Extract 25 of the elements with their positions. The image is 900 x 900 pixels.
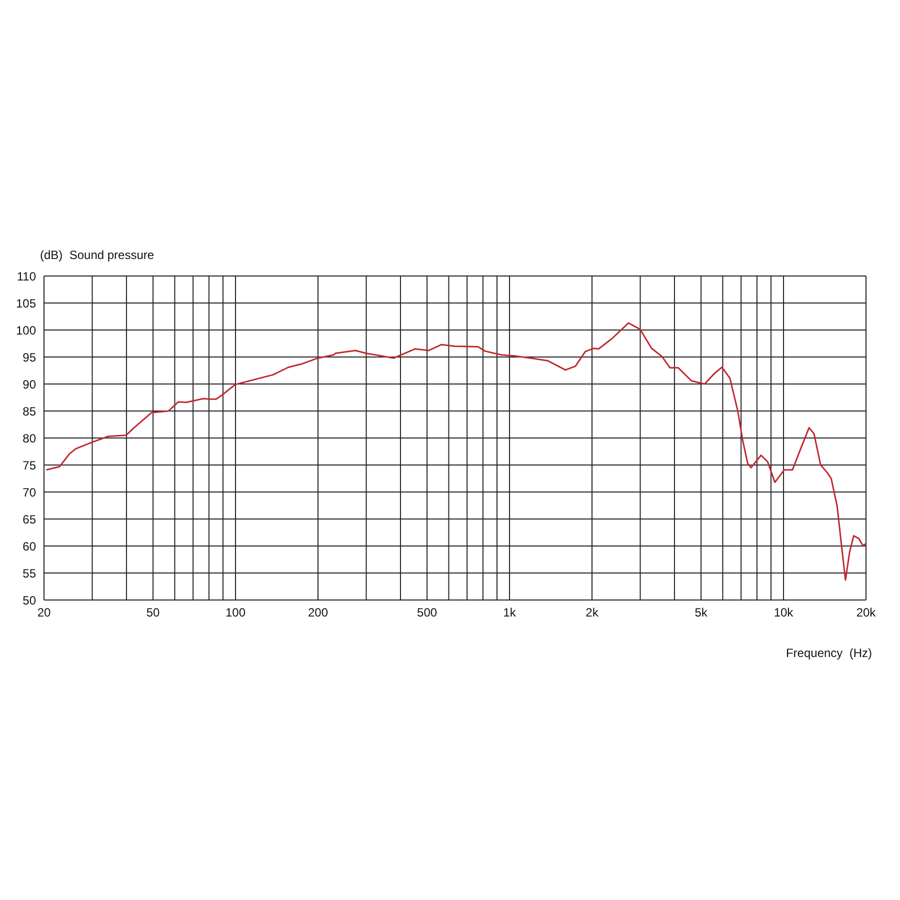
x-tick-label: 20: [37, 606, 51, 620]
y-tick-label: 90: [22, 377, 36, 392]
y-tick-label: 70: [22, 485, 36, 500]
x-tick-label: 5k: [694, 606, 708, 620]
y-tick-label: 85: [22, 404, 36, 418]
x-axis-title: Frequency (Hz): [786, 646, 872, 660]
y-tick-label: 80: [22, 431, 36, 446]
y-tick-label: 100: [16, 323, 36, 338]
y-tick-label: 110: [16, 269, 36, 284]
y-tick-label: 65: [22, 512, 36, 526]
y-tick-label: 55: [22, 566, 36, 580]
y-tick-label: 95: [22, 350, 36, 364]
y-tick-label: 60: [22, 539, 36, 554]
y-tick-label: 105: [16, 296, 36, 310]
x-tick-label: 2k: [586, 606, 600, 620]
x-tick-label: 200: [308, 606, 328, 620]
x-tick-label: 20k: [856, 606, 877, 620]
y-tick-label: 75: [22, 458, 36, 472]
y-tick-label: 50: [22, 593, 36, 608]
x-tick-label: 1k: [503, 606, 517, 620]
x-tick-label: 50: [146, 606, 160, 620]
x-tick-label: 100: [226, 606, 246, 620]
x-tick-label: 10k: [774, 606, 794, 620]
x-tick-label: 500: [417, 606, 438, 620]
y-axis-title: (dB) Sound pressure: [40, 248, 154, 262]
